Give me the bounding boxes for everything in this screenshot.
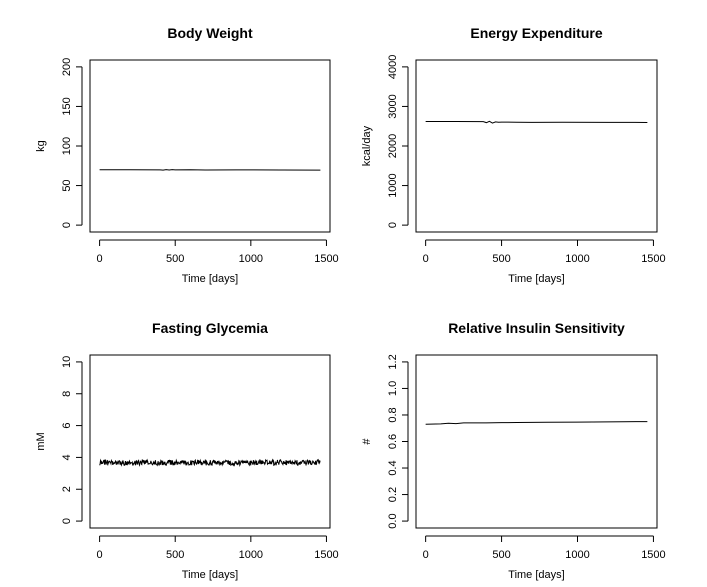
y-axis-label: kcal/day (361, 125, 373, 166)
y-tick-label: 1000 (387, 173, 399, 197)
plot-frame (415, 59, 658, 233)
y-axis-label: mM (35, 432, 47, 450)
panel-1: Body Weight 0 500 1000 1500 Time [days] 0 50 100… (35, 25, 339, 285)
y-tick-label: 0 (61, 222, 73, 228)
y-tick-label: 0.0 (387, 513, 399, 528)
y-tick-label: 4 (61, 454, 73, 460)
plot-frame (415, 354, 658, 529)
y-axis: 0 50 100 150 200 (61, 58, 83, 228)
x-tick-label: 1500 (314, 549, 338, 561)
series-line-1 (425, 120, 648, 124)
panel-3: Fasting Glycemia 0 500 1000 1500 Time [days] 0… (35, 320, 339, 581)
x-tick-label: 0 (97, 549, 103, 561)
y-tick-label: 0.8 (387, 407, 399, 422)
x-axis-label: Time [days] (182, 273, 238, 285)
x-axis-label: Time [days] (182, 569, 238, 581)
y-axis-label: # (361, 438, 373, 445)
x-tick-label: 1500 (641, 549, 665, 561)
x-tick-label: 0 (423, 253, 429, 265)
x-tick-label: 1000 (239, 253, 263, 265)
x-tick-label: 1000 (565, 549, 589, 561)
x-tick-label: 0 (423, 549, 429, 561)
x-tick-label: 1500 (641, 253, 665, 265)
panel-4: Relative Insulin Sensitivity 0 500 1000 1500… (361, 320, 666, 581)
series-line-1 (99, 169, 321, 171)
y-tick-label: 0.6 (387, 434, 399, 449)
x-axis-label: Time [days] (508, 569, 564, 581)
chart-title: Fasting Glycemia (152, 320, 268, 336)
x-tick-label: 500 (166, 253, 184, 265)
x-axis: 0 500 1000 1500 (97, 239, 339, 265)
x-tick-label: 1000 (565, 253, 589, 265)
x-axis-label: Time [days] (508, 273, 564, 285)
series-line-1 (425, 421, 648, 425)
x-tick-label: 500 (492, 253, 510, 265)
panel-2: Energy Expenditure 0 500 1000 1500 Time [days… (361, 25, 666, 285)
x-tick-label: 0 (97, 253, 103, 265)
y-tick-label: 200 (61, 58, 73, 76)
x-axis: 0 500 1000 1500 (97, 535, 339, 561)
y-axis: 0 1000 2000 3000 4000 (387, 55, 409, 228)
y-tick-label: 2000 (387, 134, 399, 158)
y-tick-label: 1.0 (387, 381, 399, 396)
y-tick-label: 4000 (387, 55, 399, 79)
x-tick-label: 500 (492, 549, 510, 561)
y-axis: 0.0 0.2 0.4 0.6 0.8 1.0 1.2 (387, 354, 409, 529)
chart-title: Energy Expenditure (470, 25, 602, 41)
plot-frame (89, 59, 331, 233)
x-tick-label: 1000 (239, 549, 263, 561)
y-tick-label: 150 (61, 97, 73, 115)
chart-title: Relative Insulin Sensitivity (448, 320, 625, 336)
y-tick-label: 100 (61, 137, 73, 155)
y-axis-label: kg (35, 140, 47, 152)
y-tick-label: 2 (61, 486, 73, 492)
y-axis: 0 2 4 6 8 10 (61, 356, 83, 524)
x-axis: 0 500 1000 1500 (423, 239, 666, 265)
y-tick-label: 6 (61, 423, 73, 429)
x-axis: 0 500 1000 1500 (423, 535, 666, 561)
y-tick-label: 10 (61, 356, 73, 368)
y-tick-label: 50 (61, 179, 73, 191)
series-line-1 (99, 458, 321, 468)
x-tick-label: 1500 (314, 253, 338, 265)
x-tick-label: 500 (166, 549, 184, 561)
y-tick-label: 0 (61, 518, 73, 524)
chart-title: Body Weight (167, 25, 253, 41)
plot-frame (89, 354, 331, 529)
y-tick-label: 8 (61, 391, 73, 397)
y-tick-label: 0 (387, 222, 399, 228)
y-tick-label: 3000 (387, 94, 399, 118)
y-tick-label: 1.2 (387, 354, 399, 369)
y-tick-label: 0.2 (387, 487, 399, 502)
y-tick-label: 0.4 (387, 460, 399, 475)
